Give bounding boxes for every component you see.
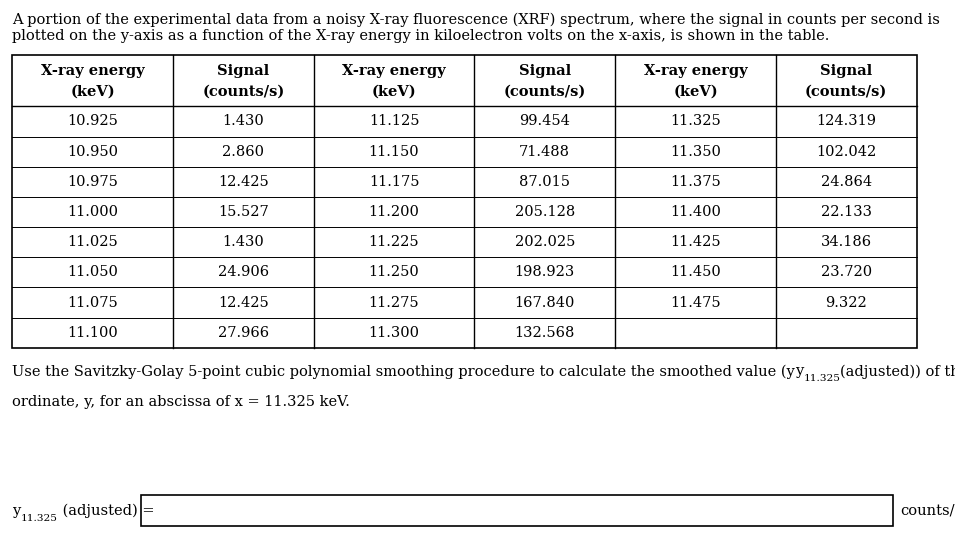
Text: 11.350: 11.350	[670, 145, 721, 158]
Text: 27.966: 27.966	[218, 326, 269, 339]
Text: 12.425: 12.425	[218, 295, 268, 310]
Text: 24.864: 24.864	[820, 175, 872, 189]
Text: 9.322: 9.322	[825, 295, 867, 310]
Text: (counts/s): (counts/s)	[202, 85, 285, 99]
Text: y: y	[12, 503, 21, 518]
Text: y: y	[796, 364, 803, 378]
Text: (keV): (keV)	[71, 85, 115, 99]
Text: 102.042: 102.042	[817, 145, 877, 158]
Text: Signal: Signal	[217, 64, 269, 78]
Text: 15.527: 15.527	[218, 205, 268, 219]
Text: y: y	[12, 503, 21, 518]
Text: 11.400: 11.400	[670, 205, 721, 219]
Text: 202.025: 202.025	[515, 235, 575, 249]
Text: (counts/s): (counts/s)	[503, 85, 585, 99]
Text: 11.250: 11.250	[369, 266, 419, 279]
Text: 23.720: 23.720	[820, 266, 872, 279]
Text: Use the Savitzky-Golay 5-point cubic polynomial smoothing procedure to calculate: Use the Savitzky-Golay 5-point cubic pol…	[12, 364, 796, 379]
Text: 24.906: 24.906	[218, 266, 269, 279]
Text: 11.000: 11.000	[67, 205, 118, 219]
Text: 34.186: 34.186	[820, 235, 872, 249]
Text: 11.375: 11.375	[670, 175, 721, 189]
Text: 132.568: 132.568	[515, 326, 575, 339]
Bar	[12, 55, 917, 348]
Text: 11.050: 11.050	[67, 266, 118, 279]
Text: Signal: Signal	[519, 64, 571, 78]
Text: 11.275: 11.275	[369, 295, 419, 310]
Text: 22.133: 22.133	[820, 205, 872, 219]
Text: 10.950: 10.950	[67, 145, 118, 158]
Text: 11.300: 11.300	[369, 326, 419, 339]
Text: 99.454: 99.454	[520, 114, 570, 129]
Text: (keV): (keV)	[673, 85, 718, 99]
Text: 1.430: 1.430	[223, 114, 265, 129]
Text: y: y	[796, 364, 803, 378]
Text: 11.425: 11.425	[670, 235, 721, 249]
Text: 11.225: 11.225	[369, 235, 419, 249]
Text: Use the Savitzky-Golay 5-point cubic polynomial smoothing procedure to calculate: Use the Savitzky-Golay 5-point cubic pol…	[12, 364, 796, 379]
Text: A portion of the experimental data from a noisy X-ray fluorescence (XRF) spectru: A portion of the experimental data from …	[12, 12, 941, 26]
Text: 10.925: 10.925	[67, 114, 118, 129]
Text: 11.150: 11.150	[369, 145, 419, 158]
Text: 11.450: 11.450	[670, 266, 721, 279]
Text: 10.975: 10.975	[67, 175, 118, 189]
Text: 1.430: 1.430	[223, 235, 265, 249]
Text: 11.325: 11.325	[803, 374, 840, 383]
Text: 11.175: 11.175	[369, 175, 419, 189]
Text: X-ray energy: X-ray energy	[644, 64, 747, 78]
Text: (keV): (keV)	[371, 85, 416, 99]
Text: 11.100: 11.100	[67, 326, 117, 339]
Text: 2.860: 2.860	[223, 145, 265, 158]
Text: (adjusted)) of the: (adjusted)) of the	[840, 364, 955, 379]
Text: (counts/s): (counts/s)	[805, 85, 887, 99]
Bar	[141, 496, 893, 526]
Text: 11.325: 11.325	[21, 514, 57, 523]
Text: X-ray energy: X-ray energy	[342, 64, 446, 78]
Text: 124.319: 124.319	[817, 114, 876, 129]
Text: 11.325: 11.325	[670, 114, 721, 129]
Text: 11.325: 11.325	[803, 374, 840, 383]
Text: plotted on the y-axis as a function of the X-ray energy in kiloelectron volts on: plotted on the y-axis as a function of t…	[12, 29, 830, 43]
Text: counts/s: counts/s	[901, 503, 955, 518]
Text: 11.325: 11.325	[21, 514, 57, 523]
Text: ordinate, y, for an abscissa of x = 11.325 keV.: ordinate, y, for an abscissa of x = 11.3…	[12, 395, 350, 408]
Text: 167.840: 167.840	[515, 295, 575, 310]
Text: 12.425: 12.425	[218, 175, 268, 189]
Text: 11.200: 11.200	[369, 205, 419, 219]
Text: 11.475: 11.475	[670, 295, 721, 310]
Text: 11.125: 11.125	[369, 114, 419, 129]
Text: Signal: Signal	[820, 64, 872, 78]
Text: (adjusted) =: (adjusted) =	[57, 503, 154, 518]
Text: 205.128: 205.128	[515, 205, 575, 219]
Text: 11.025: 11.025	[67, 235, 117, 249]
Text: 87.015: 87.015	[520, 175, 570, 189]
Text: 198.923: 198.923	[515, 266, 575, 279]
Text: 11.075: 11.075	[67, 295, 117, 310]
Text: 71.488: 71.488	[520, 145, 570, 158]
Text: X-ray energy: X-ray energy	[41, 64, 144, 78]
